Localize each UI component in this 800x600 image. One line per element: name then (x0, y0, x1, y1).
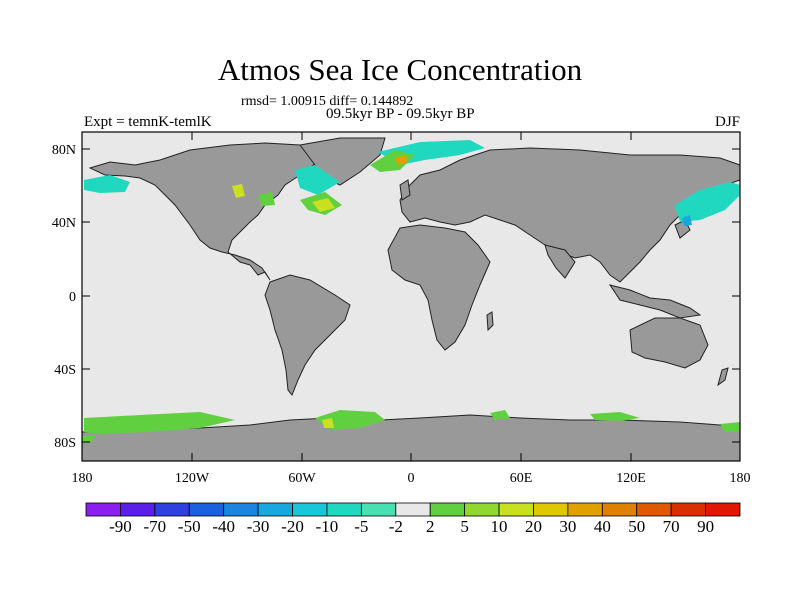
land-se-asia (608, 284, 702, 319)
lon-label-120w: 120W (175, 471, 210, 486)
colorbar-swatch (464, 502, 500, 517)
experiment-label: Expt = temnK-temlK (84, 114, 212, 130)
colorbar-swatch (670, 502, 706, 517)
lon-label-120e: 120E (616, 471, 646, 486)
colorbar-label: 30 (559, 517, 577, 536)
land-madagascar (486, 311, 494, 332)
lat-label-80s: 80S (54, 436, 76, 451)
colorbar-swatch (360, 502, 397, 517)
lat-label-80n: 80N (52, 143, 76, 158)
season-label: DJF (714, 114, 740, 130)
colorbar-label: 40 (593, 517, 611, 536)
colorbar-label: 70 (662, 517, 680, 536)
colorbar-swatch (326, 502, 362, 517)
anomaly-bering-cyan (84, 175, 130, 193)
anomaly-newfoundland-yellow (312, 198, 335, 212)
anomaly-barents-orange (395, 155, 408, 165)
land-india (544, 244, 576, 279)
colorbar-swatches (85, 502, 741, 517)
anomaly-ross-east-green (720, 422, 740, 432)
colorbar-label: -50 (177, 517, 201, 536)
colorbar-swatch (188, 502, 225, 517)
lon-label-60w: 60W (288, 471, 316, 486)
colorbar-swatch (223, 502, 259, 517)
colorbar-label: -10 (315, 517, 339, 536)
colorbar-swatch (636, 502, 672, 517)
land-africa (387, 224, 491, 351)
colorbar-label: 90 (697, 517, 715, 536)
anomaly-weddell-yellow (322, 418, 334, 428)
land-south-america (264, 274, 351, 396)
land-australia (629, 317, 709, 369)
colorbar-label: -90 (109, 517, 132, 536)
colorbar-label: 20 (524, 517, 542, 536)
anomaly-labrador-green (258, 192, 275, 206)
colorbar-label: -20 (281, 517, 304, 536)
lat-label-40s: 40S (54, 363, 76, 378)
colorbar-swatch (154, 502, 190, 517)
rmsd-diff-stats: rmsd= 1.00915 diff= 0.144892 (241, 94, 414, 109)
colorbar-label: -5 (354, 517, 369, 536)
colorbar-swatch (567, 502, 603, 517)
colorbar-swatch (498, 502, 534, 517)
map-ticks (81, 132, 741, 461)
colorbar-label: -30 (246, 517, 270, 536)
lon-label-0: 0 (408, 471, 415, 486)
colorbar-swatch (257, 502, 293, 517)
lat-label-40n: 40N (52, 216, 76, 231)
anomaly-okhotsk-blue (682, 215, 692, 226)
colorbar-swatch (85, 502, 121, 517)
anomaly-east-antarctic-green (590, 412, 640, 421)
colorbar-label: 2 (425, 517, 435, 536)
lon-label-60e: 60E (510, 471, 533, 486)
colorbar-swatch (429, 502, 466, 517)
land-uk (399, 179, 411, 201)
colorbar-swatch (601, 502, 638, 517)
lon-label-180w: 180 (72, 471, 93, 486)
anomaly-greenland-cyan (295, 165, 340, 195)
colorbar-swatch (292, 502, 328, 517)
lon-label-180e: 180 (730, 471, 751, 486)
colorbar-label: -2 (388, 517, 403, 536)
lat-label-0: 0 (69, 290, 76, 305)
colorbar-label: -70 (143, 517, 167, 536)
anomaly-okhotsk-cyan (675, 182, 740, 222)
colorbar-swatch (395, 502, 431, 517)
land-new-zealand (717, 367, 729, 387)
colorbar-swatch (120, 502, 156, 517)
anomaly-indian-green (490, 410, 510, 420)
land-eurasia (399, 147, 741, 283)
page-title: Atmos Sea Ice Concentration (217, 52, 583, 87)
colorbar-label: 5 (460, 517, 469, 536)
anomaly-hudson-yellow (232, 184, 245, 198)
colorbar-swatch (533, 502, 569, 517)
colorbar-swatch (705, 502, 741, 517)
period-label: 09.5kyr BP - 09.5kyr BP (326, 106, 475, 122)
colorbar-label: 50 (628, 517, 646, 536)
anomaly-patches (82, 140, 740, 443)
land-masses (81, 137, 741, 462)
anomaly-ross-east-green-2 (82, 435, 95, 443)
colorbar-label: 10 (490, 517, 508, 536)
anomaly-ross-green (84, 412, 235, 434)
colorbar-label: -40 (212, 517, 236, 536)
